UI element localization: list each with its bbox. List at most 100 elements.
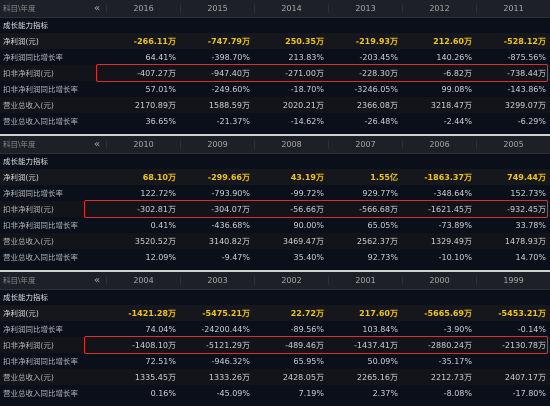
table-cell: -89.56% [290, 324, 324, 334]
section-label: 成长能力指标 [3, 157, 48, 166]
table-cell: -407.27万 [137, 68, 176, 78]
year-column-header[interactable]: 2009 [180, 140, 254, 149]
table-cell: 3520.52万 [134, 236, 176, 246]
year-column-header[interactable]: 2010 [106, 140, 180, 149]
year-column-header[interactable]: 2016 [106, 4, 180, 13]
table-cell: 0.16% [150, 388, 176, 398]
table-cell: -35.17% [438, 356, 472, 366]
year-column-header[interactable]: 2007 [328, 140, 402, 149]
table-cell: 1478.93万 [504, 236, 546, 246]
row-label: 扣非净利润(元) [3, 340, 54, 350]
row-label: 扣非净利润(元) [3, 68, 54, 78]
table-row: 扣非净利润同比增长率 0.41% -436.68% 90.00% 65.05% -73.8… [0, 217, 550, 233]
row-label: 营业总收入同比增长率 [3, 388, 78, 398]
table-cell: -18.70% [290, 84, 324, 94]
table-header: 科目\年度 « 2004 2003 2002 2001 2000 1999 [0, 272, 550, 290]
year-column-header[interactable]: 2014 [254, 4, 328, 13]
table-cell: -5665.69万 [424, 308, 472, 318]
table-cell: -228.30万 [359, 68, 398, 78]
row-label: 营业总收入同比增长率 [3, 116, 78, 126]
table-cell: -21.37% [216, 116, 250, 126]
table-cell: 2407.17万 [504, 372, 546, 382]
table-cell: 2212.73万 [430, 372, 472, 382]
year-column-header[interactable]: 2001 [328, 276, 402, 285]
table-cell: 929.77% [362, 188, 398, 198]
section-label: 成长能力指标 [3, 293, 48, 302]
row-label: 营业总收入(元) [3, 100, 54, 110]
table-header: 科目\年度 « 2010 2009 2008 2007 2006 2005 [0, 136, 550, 154]
year-column-header[interactable]: 2005 [476, 140, 550, 149]
table-cell: -299.66万 [207, 172, 250, 182]
table-cell: -6.29% [517, 116, 546, 126]
table-row: 营业总收入(元) 3520.52万 3140.82万 3469.47万 2562.37万… [0, 233, 550, 249]
year-column-header[interactable]: 2008 [254, 140, 328, 149]
table-row: 营业总收入同比增长率 0.16% -45.09% 7.19% 2.37% -8.08% -1… [0, 385, 550, 401]
table-row: 净利润同比增长率 64.41% -398.70% 213.83% -203.45% 140… [0, 49, 550, 65]
table-cell: -2.44% [443, 116, 472, 126]
prev-years-icon[interactable]: « [93, 139, 101, 150]
year-column-header[interactable]: 2006 [402, 140, 476, 149]
row-label: 净利润(元) [3, 172, 39, 182]
table-cell: 3218.47万 [430, 100, 472, 110]
year-column-header[interactable]: 2002 [254, 276, 328, 285]
table-cell: 2562.37万 [356, 236, 398, 246]
table-cell: -398.70% [211, 52, 250, 62]
table-cell: -1421.28万 [128, 308, 176, 318]
table-cell: 1588.59万 [208, 100, 250, 110]
table-cell: -99.72% [290, 188, 324, 198]
table-cell: -1437.41万 [354, 340, 398, 350]
financial-table-2: 科目\年度 « 2010 2009 2008 2007 2006 2005 成长能力指标 净利润(… [0, 136, 550, 270]
year-column-header[interactable]: 2011 [476, 4, 550, 13]
table-cell: -24200.44% [201, 324, 250, 334]
table-cell: -5121.29万 [206, 340, 250, 350]
table-cell: -304.07万 [211, 204, 250, 214]
table-cell: -14.62% [290, 116, 324, 126]
panel-separator [0, 270, 550, 272]
prev-years-icon[interactable]: « [93, 3, 101, 14]
row-label: 净利润(元) [3, 36, 39, 46]
row-label: 扣非净利润(元) [3, 204, 54, 214]
table-cell: 1.55亿 [370, 172, 398, 182]
row-label: 营业总收入同比增长率 [3, 252, 78, 262]
row-label: 营业总收入(元) [3, 372, 54, 382]
year-column-header[interactable]: 2003 [180, 276, 254, 285]
year-column-header[interactable]: 2013 [328, 4, 402, 13]
year-column-header[interactable]: 1999 [476, 276, 550, 285]
table-cell: 2170.89万 [134, 100, 176, 110]
table-cell: 43.19万 [290, 172, 324, 182]
table-cell: -947.40万 [211, 68, 250, 78]
year-column-header[interactable]: 2004 [106, 276, 180, 285]
section-heading: 成长能力指标 [0, 154, 550, 169]
year-column-header[interactable]: 2012 [402, 4, 476, 13]
table-cell: 3299.07万 [504, 100, 546, 110]
table-cell: -203.45% [359, 52, 398, 62]
table-cell: -1408.10万 [132, 340, 176, 350]
table-cell: -875.56% [507, 52, 546, 62]
table-cell: -2880.24万 [428, 340, 472, 350]
year-column-header[interactable]: 2015 [180, 4, 254, 13]
table-cell: -348.64% [433, 188, 472, 198]
table-cell: 213.83% [288, 52, 324, 62]
row-label: 扣非净利润同比增长率 [3, 356, 78, 366]
header-label: 科目\年度 [3, 140, 36, 149]
table-row: 营业总收入(元) 2170.89万 1588.59万 2020.21万 2366.08万… [0, 97, 550, 113]
table-cell: 1333.26万 [208, 372, 250, 382]
table-cell: 749.44万 [507, 172, 546, 182]
table-row: 扣非净利润同比增长率 72.51% -946.32% 65.95% 50.09% -35.… [0, 353, 550, 369]
table-cell: 33.78% [515, 220, 546, 230]
table-cell: 122.72% [140, 188, 176, 198]
table-cell: -3246.05% [354, 84, 398, 94]
row-label: 净利润同比增长率 [3, 188, 63, 198]
table-cell: -932.45万 [507, 204, 546, 214]
table-row: 营业总收入同比增长率 36.65% -21.37% -14.62% -26.48% -2.… [0, 113, 550, 129]
year-column-header[interactable]: 2000 [402, 276, 476, 285]
table-cell: 92.73% [367, 252, 398, 262]
prev-years-icon[interactable]: « [93, 275, 101, 286]
table-cell: -528.12万 [503, 36, 546, 46]
table-cell: 3469.47万 [282, 236, 324, 246]
table-row: 营业总收入同比增长率 12.09% -9.47% 35.40% 92.73% -10.10… [0, 249, 550, 265]
table-cell: -0.14% [517, 324, 546, 334]
table-cell: -271.00万 [285, 68, 324, 78]
table-cell: 3140.82万 [208, 236, 250, 246]
table-cell: -17.80% [512, 388, 546, 398]
